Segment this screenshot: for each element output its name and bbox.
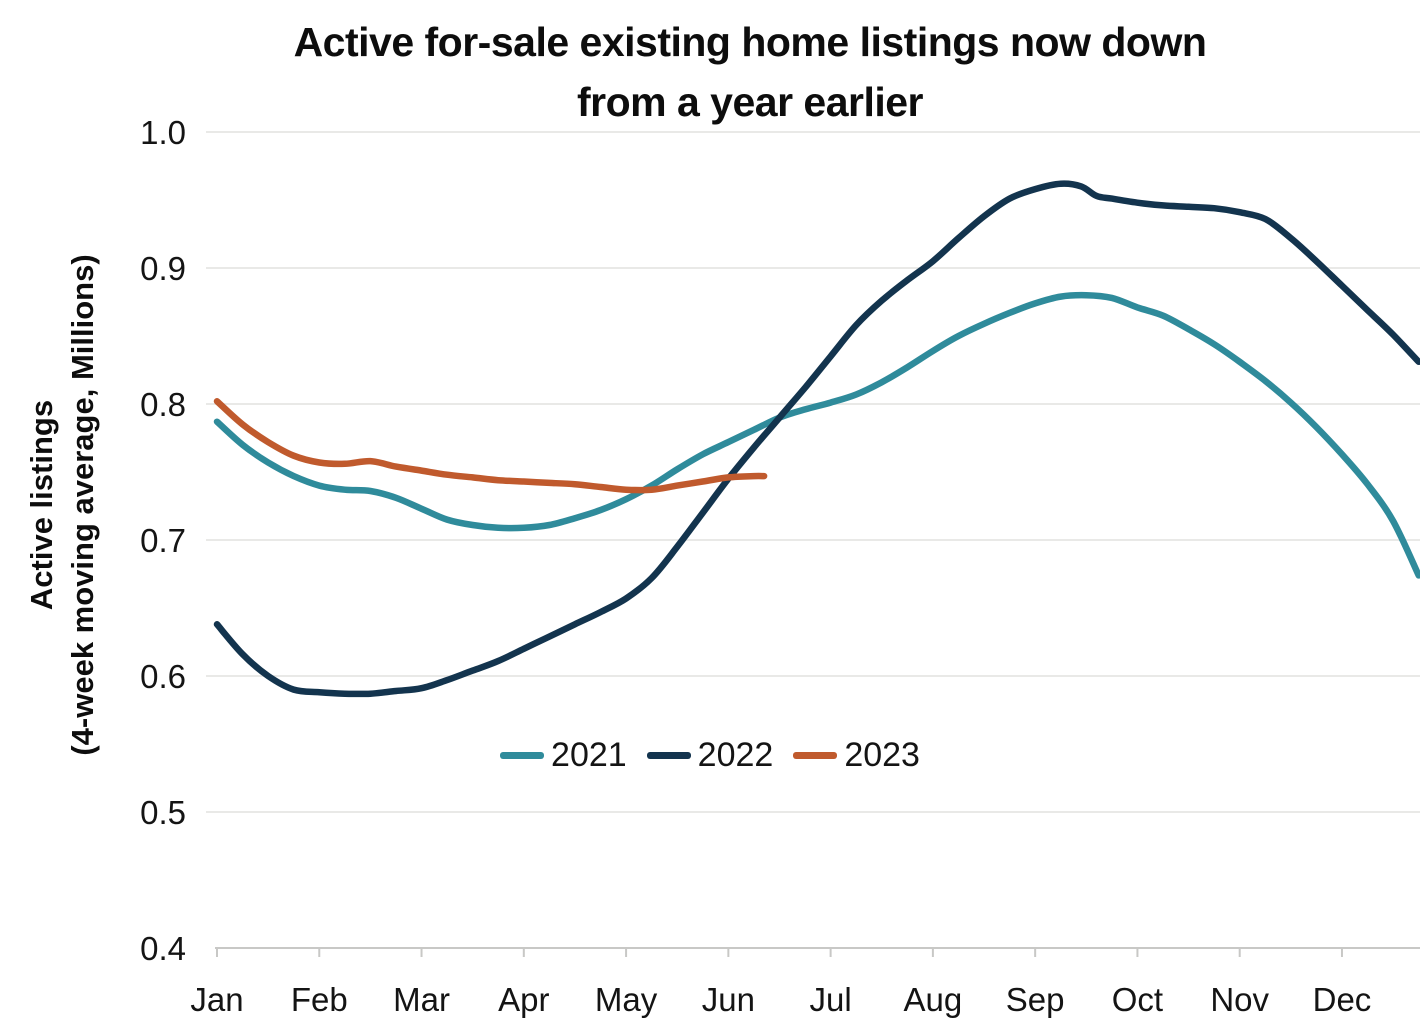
y-tick-label-0.5: 0.5 — [140, 794, 186, 831]
x-tick-label-Aug: Aug — [904, 981, 963, 1018]
legend-label-2023: 2023 — [844, 736, 920, 774]
x-tick-label-Jan: Jan — [190, 981, 243, 1018]
x-tick-label-Sep: Sep — [1006, 981, 1065, 1018]
y-tick-label-1: 1.0 — [140, 114, 186, 151]
x-tick-label-May: May — [595, 981, 658, 1018]
legend-swatch-2023 — [793, 752, 838, 759]
x-tick-label-Nov: Nov — [1210, 981, 1269, 1018]
y-tick-label-0.4: 0.4 — [140, 930, 186, 967]
series-line-2021 — [213, 291, 1420, 579]
legend-item-2021: 2021 — [500, 736, 627, 775]
x-tick-label-Oct: Oct — [1112, 981, 1163, 1018]
y-tick-label-0.9: 0.9 — [140, 250, 186, 287]
chart-title-line2: from a year earlier — [576, 79, 924, 125]
series-line-2022 — [213, 180, 1420, 698]
x-tick-label-Apr: Apr — [498, 981, 549, 1018]
y-tick-label-0.6: 0.6 — [140, 658, 186, 695]
legend-swatch-2021 — [500, 752, 545, 759]
legend-label-2022: 2022 — [697, 736, 774, 774]
legend-label-2021: 2021 — [551, 736, 627, 774]
legend: 2021 2022 2023 — [0, 736, 1420, 775]
x-tick-label-Jun: Jun — [702, 981, 755, 1018]
x-tick-label-Dec: Dec — [1313, 981, 1372, 1018]
legend-item-2022: 2022 — [646, 736, 774, 775]
x-tick-label-Mar: Mar — [393, 981, 450, 1018]
series-line-2023 — [213, 398, 768, 494]
x-tick-label-Feb: Feb — [291, 981, 348, 1018]
chart-title-line1: Active for-sale existing home listings n… — [293, 19, 1207, 65]
legend-swatch-2022 — [646, 752, 691, 759]
legend-item-2023: 2023 — [793, 736, 920, 775]
x-tick-label-Jul: Jul — [810, 981, 852, 1018]
chart-title: Active for-sale existing home listings n… — [120, 12, 1380, 132]
y-tick-label-0.7: 0.7 — [140, 522, 186, 559]
y-tick-label-0.8: 0.8 — [140, 386, 186, 423]
